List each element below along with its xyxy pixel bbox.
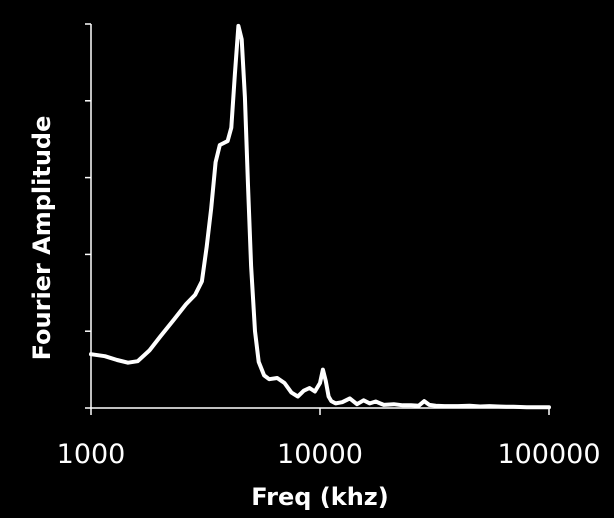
series-line [89, 23, 551, 410]
x-axis-title: Freq (khz) [251, 483, 388, 511]
y-axis-ticks [85, 23, 91, 409]
x-tick-label: 1000 [57, 439, 126, 470]
x-tick-label: 10000 [277, 439, 363, 470]
y-axis-title: Fourier Amplitude [28, 116, 56, 361]
x-axis-tick-labels: 1000 10000 100000 [57, 439, 601, 470]
x-tick-label: 100000 [497, 439, 600, 470]
